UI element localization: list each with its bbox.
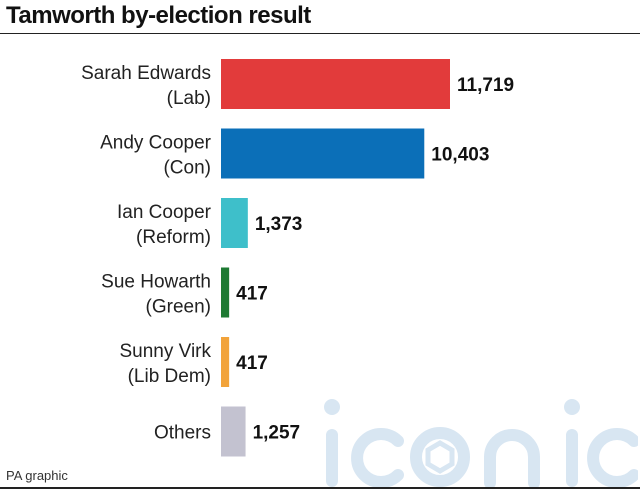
bar-0 bbox=[221, 59, 450, 109]
value-label-3: 417 bbox=[236, 284, 268, 305]
chart-title: Tamworth by-election result bbox=[6, 2, 311, 29]
value-label-2: 1,373 bbox=[255, 214, 303, 235]
value-label-0: 11,719 bbox=[457, 75, 514, 96]
category-label-3: Sue Howarth (Green) bbox=[101, 272, 211, 318]
bar-3 bbox=[221, 267, 230, 318]
value-label-5: 1,257 bbox=[253, 423, 301, 444]
iconic-watermark-logo: iconic bbox=[320, 395, 640, 492]
source-credit: PA graphic bbox=[6, 468, 68, 483]
bar-2 bbox=[221, 198, 248, 248]
category-label-5: Others bbox=[154, 423, 211, 444]
value-label-4: 417 bbox=[236, 353, 268, 374]
category-label-2: Ian Cooper (Reform) bbox=[117, 202, 212, 248]
category-label-1: Andy Cooper (Con) bbox=[100, 133, 212, 179]
footer-divider bbox=[0, 487, 640, 489]
category-label-0: Sarah Edwards (Lab) bbox=[81, 63, 211, 109]
bar-5 bbox=[221, 406, 246, 457]
bar-4 bbox=[221, 337, 230, 387]
value-label-1: 10,403 bbox=[431, 145, 489, 166]
bar-1 bbox=[221, 128, 425, 179]
title-divider bbox=[0, 33, 640, 34]
category-label-4: Sunny Virk (Lib Dem) bbox=[119, 341, 211, 387]
